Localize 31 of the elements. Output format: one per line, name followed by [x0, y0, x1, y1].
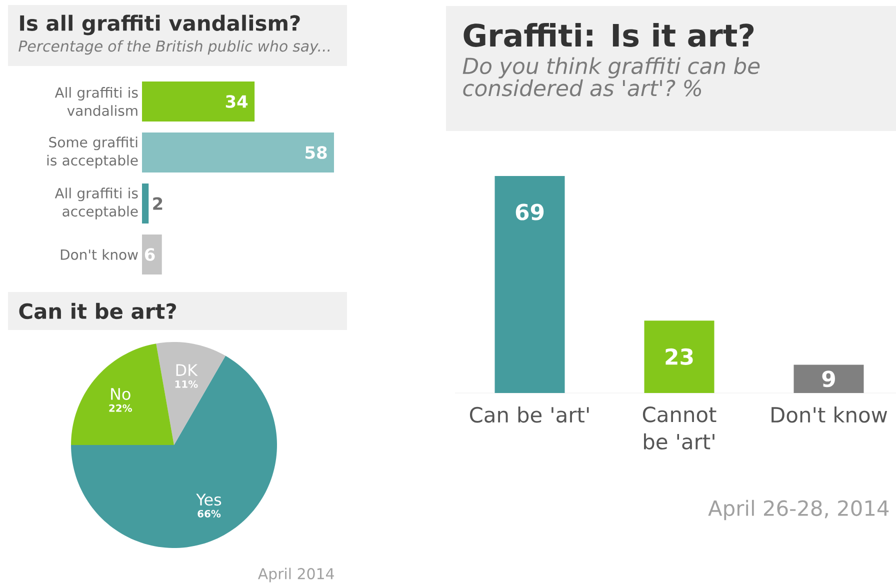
bar: [142, 184, 149, 224]
y-tick-label: All graffiti is vandalism: [54, 87, 138, 116]
data-label: 69: [516, 204, 544, 220]
chart-title: Is all graffiti vandalism?: [20, 14, 300, 36]
text: April 26-28, 2014: [708, 500, 889, 520]
data-label: 6: [144, 248, 155, 261]
data-label: 11%: [175, 380, 198, 388]
x-tick-label: Can be 'art': [470, 406, 589, 423]
bar: [142, 234, 162, 274]
data-label: 22%: [109, 404, 132, 412]
chart-subtitle: Percentage of the British public who say...: [18, 40, 330, 55]
text: April 2014: [258, 568, 334, 582]
data-label: 34: [226, 95, 248, 108]
chart-title: Graffiti: Is it art?: [464, 23, 754, 47]
data-label: 66%: [198, 510, 221, 518]
chart-subtitle: Do you think graffiti can be considered as 'art'? %: [462, 57, 760, 96]
slice-label: Yes: [196, 494, 222, 506]
x-tick-label: Don't know: [772, 406, 888, 423]
bar: [142, 132, 334, 172]
y-tick-label: Don't know: [60, 249, 138, 260]
slice-label: DK: [176, 364, 198, 376]
data-label: 2: [153, 197, 162, 210]
data-label: 23: [666, 348, 693, 365]
x-tick-label: Cannot be 'art': [642, 406, 716, 450]
bar: [142, 82, 255, 122]
slice-label: No: [111, 388, 130, 400]
data-label: 58: [306, 146, 327, 159]
y-tick-label: Some graffiti is acceptable: [47, 136, 138, 168]
data-label: 9: [822, 370, 835, 388]
y-tick-label: All graffiti is acceptable: [54, 188, 138, 220]
chart-title: Can it be art?: [19, 302, 176, 320]
